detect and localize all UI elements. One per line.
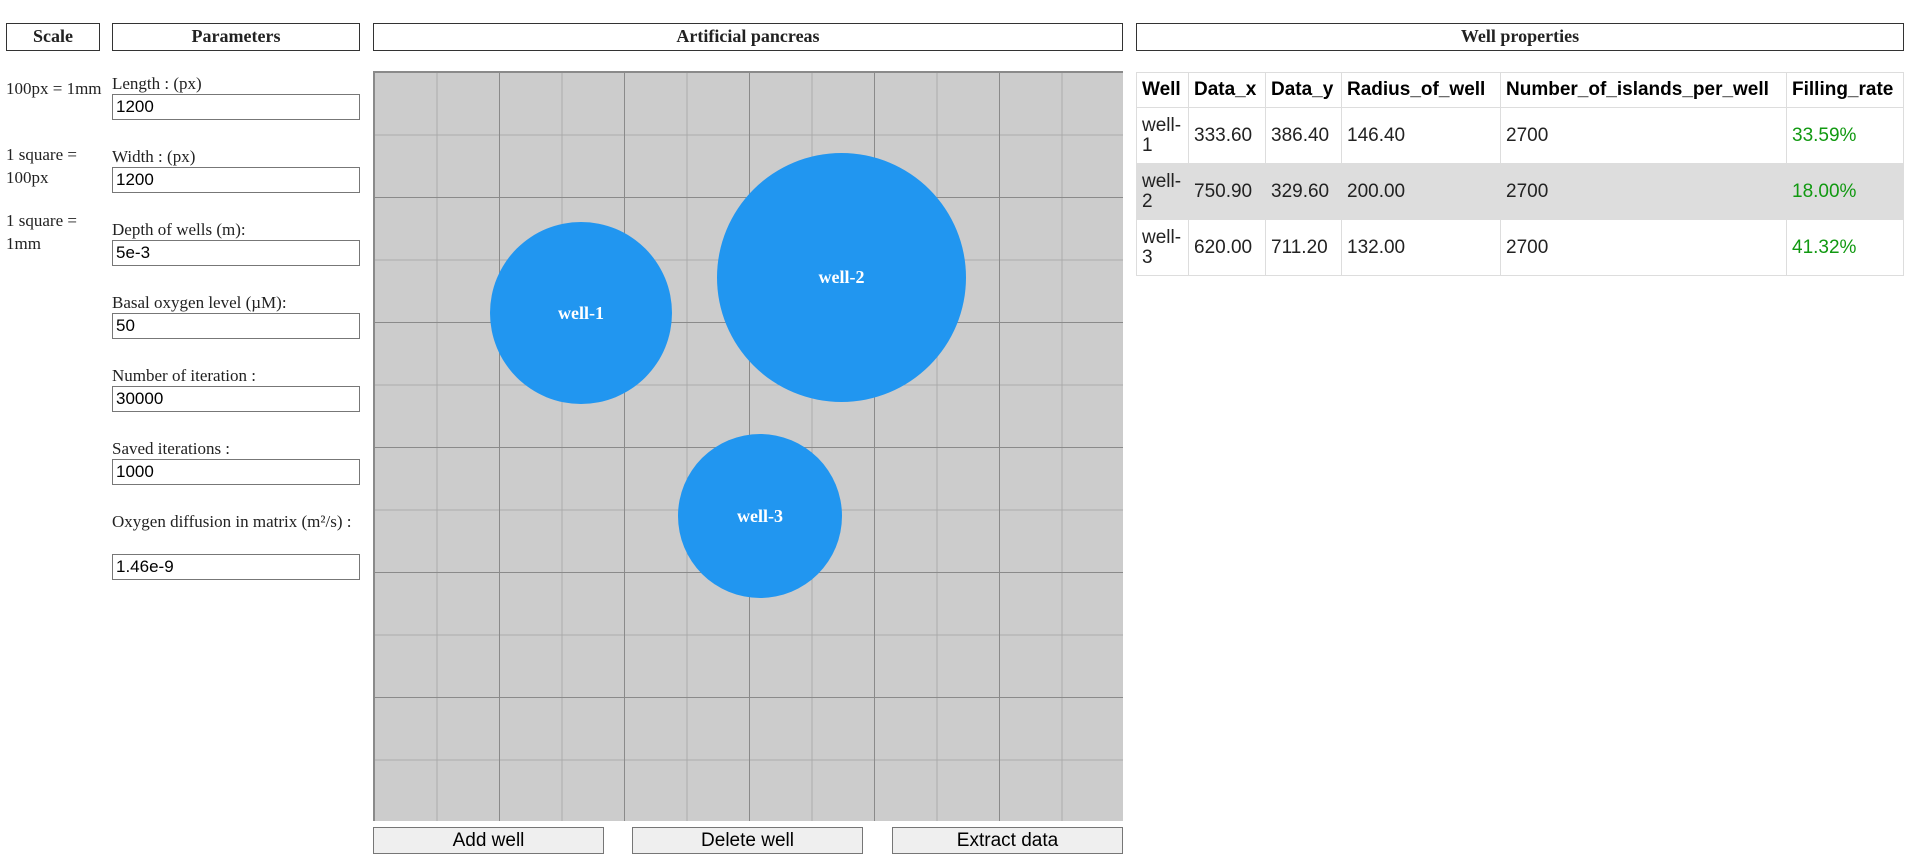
islands-cell: 2700 <box>1500 163 1787 220</box>
diffusion-label: Oxygen diffusion in matrix (m²/s) : <box>112 512 352 531</box>
depth-label: Depth of wells (m): <box>112 220 246 239</box>
canvas-header: Artificial pancreas <box>373 23 1123 51</box>
well-properties-table: Well Data_x Data_y Radius_of_well Number… <box>1136 72 1904 276</box>
oxygen-input[interactable] <box>112 313 360 339</box>
column-header: Data_x <box>1188 72 1266 108</box>
depth-input[interactable] <box>112 240 360 266</box>
islands-cell: 2700 <box>1500 219 1787 276</box>
data-x-cell: 750.90 <box>1188 163 1266 220</box>
column-header: Well <box>1136 72 1189 108</box>
delete-well-button[interactable]: Delete well <box>632 827 863 854</box>
table-row: well-3 620.00 711.20 132.00 2700 41.32% <box>1136 219 1904 276</box>
parameters-header: Parameters <box>112 23 360 51</box>
extract-data-button[interactable]: Extract data <box>892 827 1123 854</box>
well-name-cell: well-1 <box>1136 107 1189 164</box>
table-header-row: Well Data_x Data_y Radius_of_well Number… <box>1136 72 1904 108</box>
table-row: well-2 750.90 329.60 200.00 2700 18.00% <box>1136 163 1904 220</box>
well-circle[interactable]: well-1 <box>490 222 672 404</box>
scale-note-square-mm: 1 square = 1mm <box>6 211 77 253</box>
scale-note-px-mm: 100px = 1mm <box>6 79 102 98</box>
scale-header: Scale <box>6 23 100 51</box>
diffusion-input[interactable] <box>112 554 360 580</box>
filling-rate-cell: 18.00% <box>1786 163 1904 220</box>
length-input[interactable] <box>112 94 360 120</box>
radius-cell: 146.40 <box>1341 107 1501 164</box>
data-y-cell: 386.40 <box>1265 107 1342 164</box>
data-x-cell: 333.60 <box>1188 107 1266 164</box>
well-circle[interactable]: well-3 <box>678 434 842 598</box>
saved-iterations-input[interactable] <box>112 459 360 485</box>
data-x-cell: 620.00 <box>1188 219 1266 276</box>
saved-iterations-label: Saved iterations : <box>112 439 231 458</box>
length-label: Length : (px) <box>112 74 202 93</box>
well-name-cell: well-2 <box>1136 163 1189 220</box>
column-header: Filling_rate <box>1786 72 1904 108</box>
width-input[interactable] <box>112 167 360 193</box>
well-name-cell: well-3 <box>1136 219 1189 276</box>
filling-rate-cell: 33.59% <box>1786 107 1904 164</box>
column-header: Radius_of_well <box>1341 72 1501 108</box>
radius-cell: 200.00 <box>1341 163 1501 220</box>
pancreas-canvas[interactable]: well-1 well-2 well-3 <box>373 71 1123 821</box>
islands-cell: 2700 <box>1500 107 1787 164</box>
data-y-cell: 711.20 <box>1265 219 1342 276</box>
iterations-label: Number of iteration : <box>112 366 256 385</box>
add-well-button[interactable]: Add well <box>373 827 604 854</box>
well-properties-header: Well properties <box>1136 23 1904 51</box>
width-label: Width : (px) <box>112 147 196 166</box>
radius-cell: 132.00 <box>1341 219 1501 276</box>
data-y-cell: 329.60 <box>1265 163 1342 220</box>
iterations-input[interactable] <box>112 386 360 412</box>
table-row: well-1 333.60 386.40 146.40 2700 33.59% <box>1136 107 1904 164</box>
oxygen-label: Basal oxygen level (µM): <box>112 293 287 312</box>
well-circle[interactable]: well-2 <box>717 153 966 402</box>
scale-note-square-px: 1 square = 100px <box>6 145 77 187</box>
column-header: Number_of_islands_per_well <box>1500 72 1787 108</box>
column-header: Data_y <box>1265 72 1342 108</box>
filling-rate-cell: 41.32% <box>1786 219 1904 276</box>
